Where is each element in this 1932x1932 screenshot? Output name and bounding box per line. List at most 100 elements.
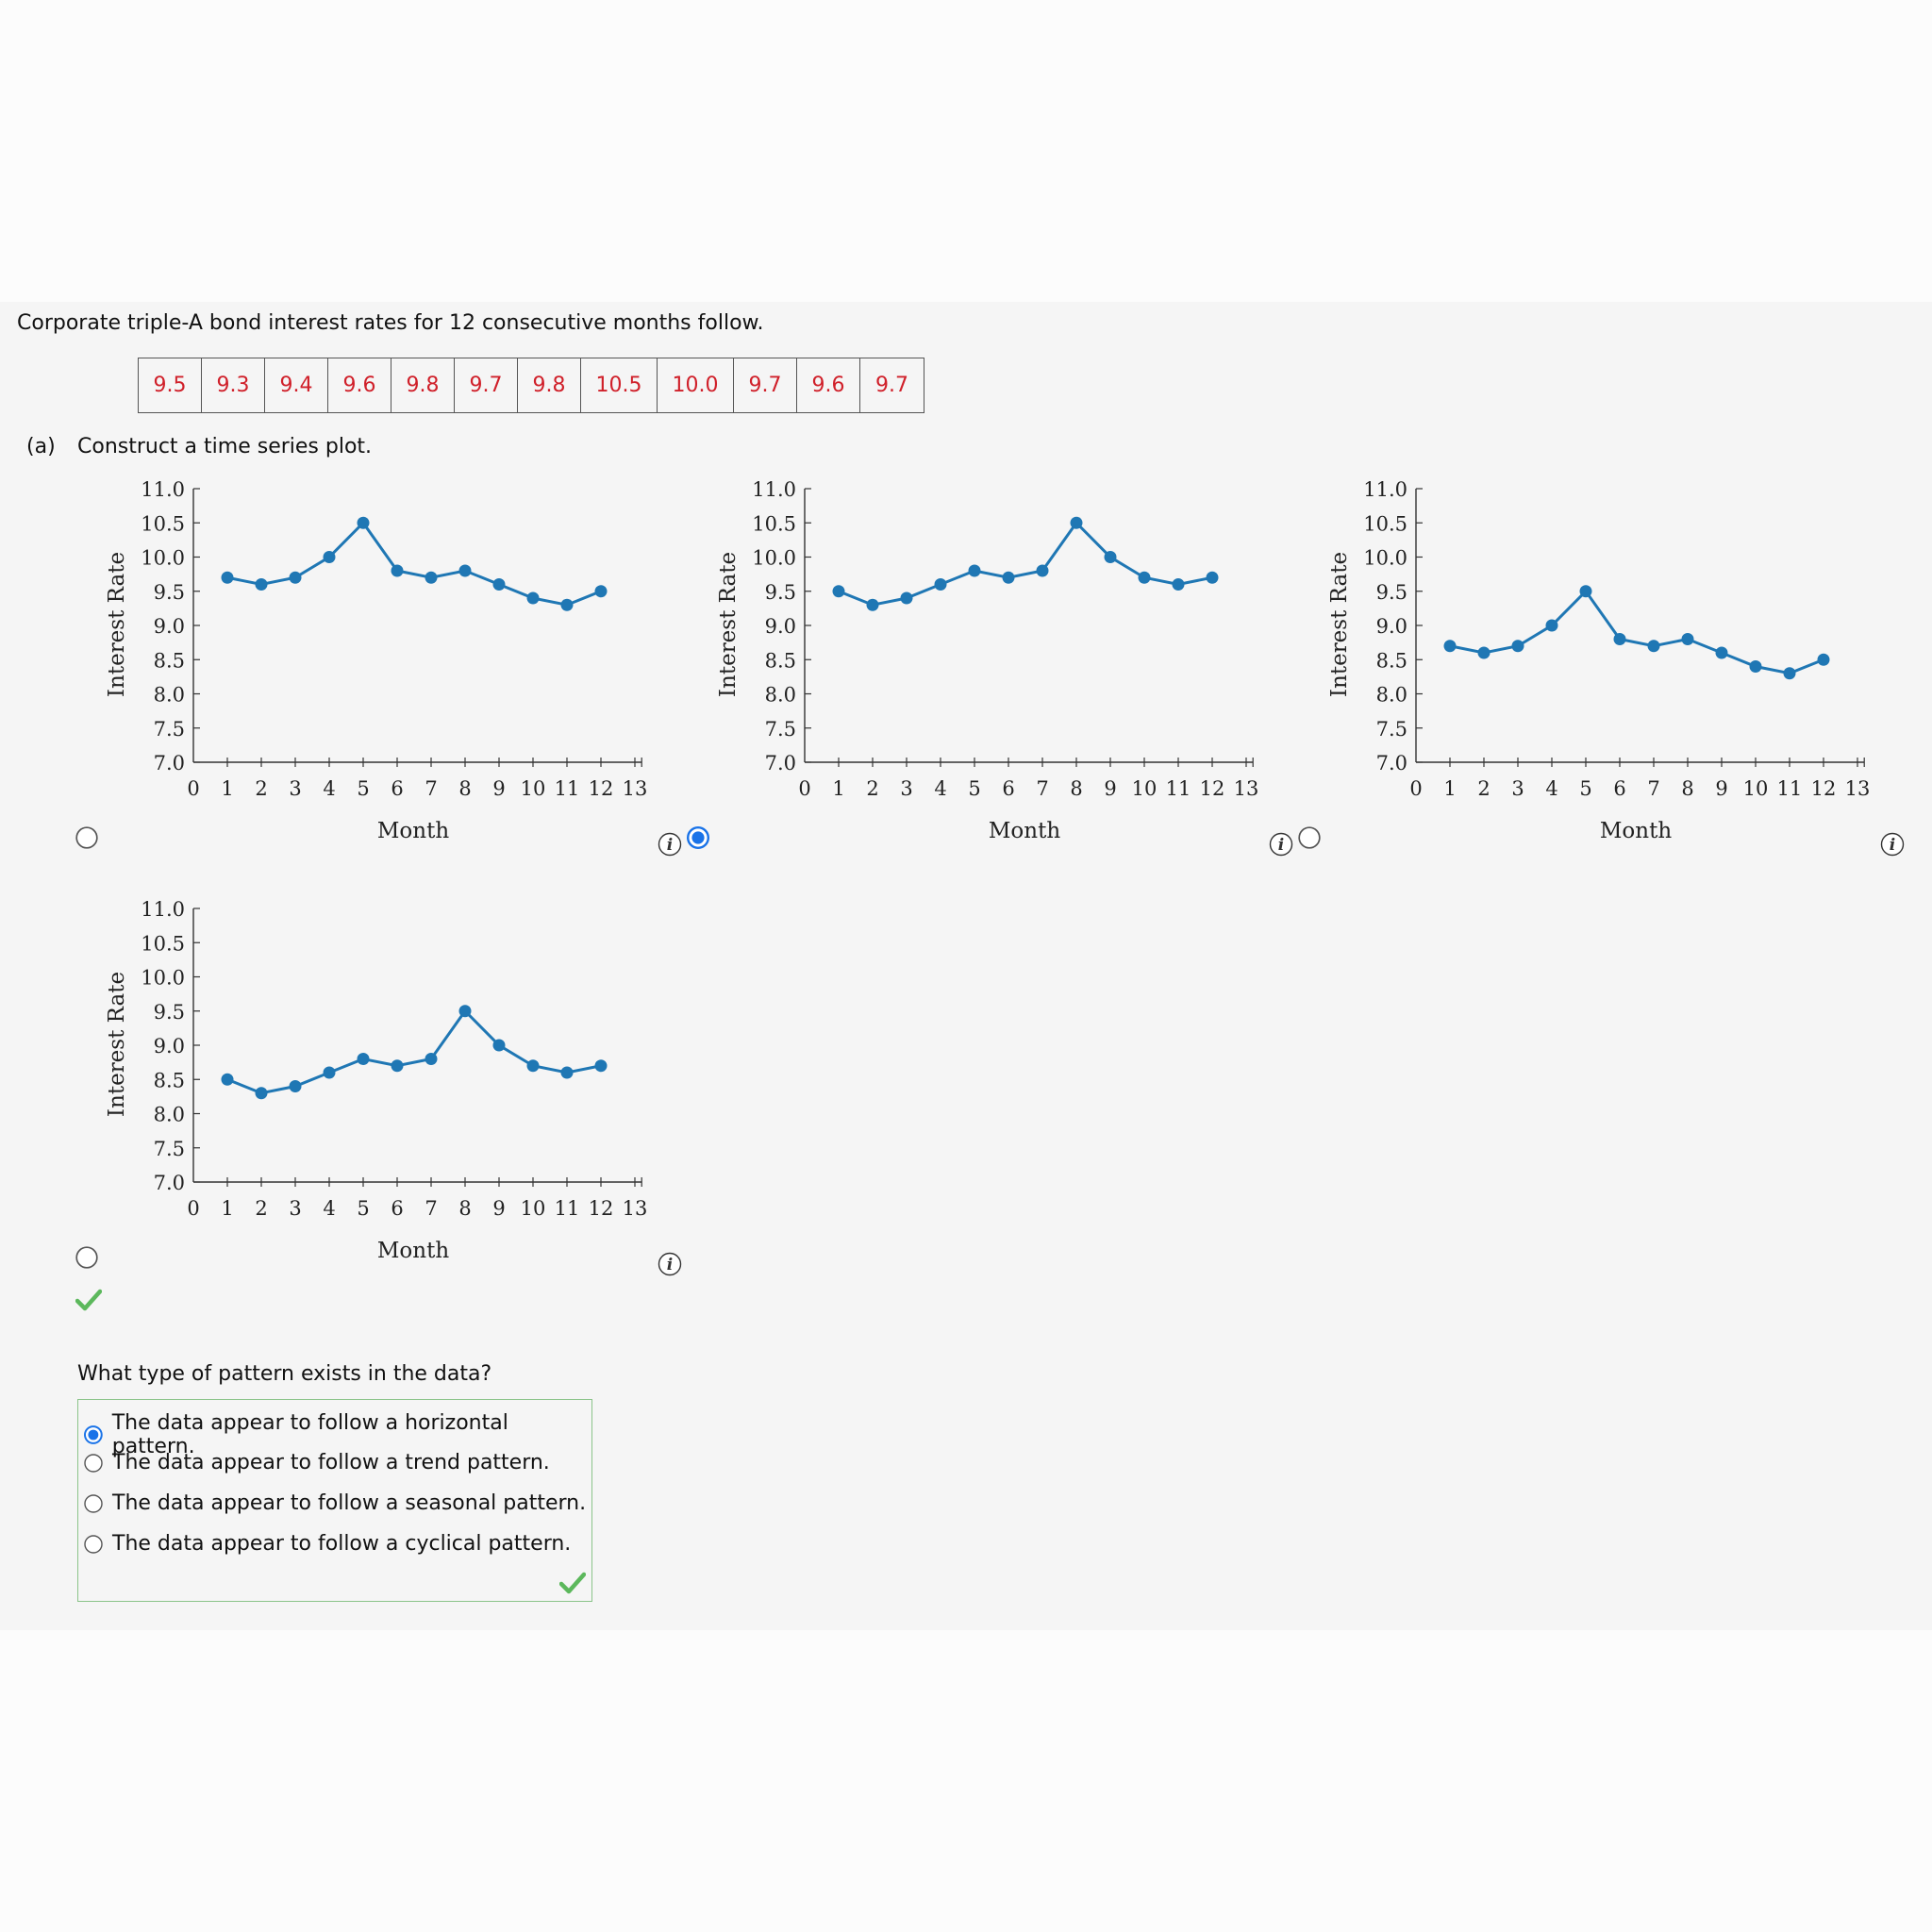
x-tick-label: 7 (1036, 777, 1048, 800)
x-tick-label: 0 (1409, 777, 1422, 800)
x-tick-label: 4 (323, 1197, 335, 1220)
pattern-option-label: The data appear to follow a seasonal pat… (112, 1491, 587, 1515)
pattern-option-radio[interactable] (84, 1425, 103, 1444)
data-point (934, 578, 947, 591)
info-icon[interactable]: i (1269, 832, 1293, 857)
data-point (866, 598, 879, 611)
series-line (1449, 589, 1824, 675)
x-tick-label: 11 (1166, 777, 1191, 800)
svg-text:i: i (1278, 836, 1284, 855)
pattern-option-radio[interactable] (84, 1493, 103, 1513)
x-tick-label: 5 (1579, 777, 1591, 800)
x-tick-label: 9 (492, 1197, 505, 1220)
x-tick-label: 0 (187, 777, 199, 800)
data-point (492, 1039, 506, 1052)
pattern-option-1[interactable]: The data appear to follow a horizontal p… (84, 1411, 591, 1458)
y-tick-label: 8.5 (154, 1069, 185, 1091)
x-tick-label: 8 (458, 777, 471, 800)
pattern-option-2[interactable]: The data appear to follow a trend patter… (84, 1451, 550, 1474)
svg-text:i: i (1890, 836, 1895, 855)
y-tick-label: 10.0 (1363, 547, 1407, 570)
plot-choice-radio-4[interactable] (75, 1246, 98, 1269)
y-tick-label: 9.5 (1376, 581, 1407, 604)
part-a-instruction: Construct a time series plot. (77, 435, 373, 458)
x-tick-label: 12 (1811, 777, 1837, 800)
y-tick-label: 7.5 (1376, 718, 1407, 741)
data-point (1749, 660, 1762, 673)
data-point (1817, 653, 1830, 666)
data-cell: 10.5 (581, 358, 658, 412)
y-tick-label: 8.5 (1376, 649, 1407, 672)
data-point (1545, 619, 1558, 632)
plot-choice-radio-3[interactable] (1298, 826, 1321, 849)
data-point (458, 1005, 472, 1018)
data-cell: 9.8 (391, 358, 455, 412)
x-tick-label: 12 (589, 1197, 614, 1220)
data-cell: 9.4 (265, 358, 328, 412)
data-point (323, 1066, 336, 1079)
data-point (1783, 667, 1796, 680)
x-tick-label: 7 (425, 777, 437, 800)
info-icon[interactable]: i (1880, 832, 1905, 857)
pattern-option-3[interactable]: The data appear to follow a seasonal pat… (84, 1491, 586, 1515)
x-tick-label: 6 (391, 777, 403, 800)
pattern-option-radio[interactable] (84, 1453, 103, 1473)
y-tick-label: 8.0 (765, 684, 796, 707)
y-tick-label: 7.0 (154, 752, 185, 774)
data-point (1443, 640, 1457, 653)
x-tick-label: 7 (425, 1197, 437, 1220)
info-icon[interactable]: i (658, 1252, 682, 1276)
x-tick-label: 5 (357, 777, 369, 800)
data-point (526, 591, 540, 605)
x-tick-label: 3 (900, 777, 912, 800)
data-point (323, 551, 336, 563)
data-point (832, 585, 845, 598)
data-point (1002, 571, 1015, 584)
x-tick-label: 13 (1234, 777, 1259, 800)
pattern-option-radio[interactable] (84, 1534, 103, 1554)
data-point (1206, 571, 1219, 584)
x-tick-label: 8 (1070, 777, 1082, 800)
pattern-question: What type of pattern exists in the data? (77, 1362, 492, 1386)
data-cell: 10.0 (658, 358, 734, 412)
data-point (1647, 640, 1660, 653)
x-tick-label: 8 (1681, 777, 1693, 800)
time-series-plot-1: 7.07.58.08.59.09.510.010.511.00 1 2 3 4 5 6 7 8 9… (105, 478, 647, 843)
x-axis-label: Month (989, 819, 1060, 843)
data-cell: 9.7 (455, 358, 518, 412)
pattern-option-4[interactable]: The data appear to follow a cyclical pat… (84, 1532, 571, 1556)
x-tick-label: 10 (1132, 777, 1158, 800)
y-tick-label: 10.5 (1363, 512, 1407, 535)
data-cell: 9.7 (734, 358, 797, 412)
x-tick-label: 6 (1002, 777, 1014, 800)
problem-intro: Corporate triple-A bond interest rates f… (17, 311, 764, 335)
time-series-plot-3: 7.07.58.08.59.09.510.010.511.00 1 2 3 4 5 6 7 8 9… (1327, 478, 1871, 843)
plot-choice-radio-2[interactable] (687, 826, 709, 849)
pattern-option-label: The data appear to follow a trend patter… (112, 1451, 550, 1474)
info-icon[interactable]: i (658, 832, 682, 857)
data-point (1036, 564, 1049, 577)
y-tick-label: 11.0 (141, 898, 185, 921)
y-tick-label: 11.0 (1363, 478, 1407, 501)
data-point (391, 1059, 404, 1073)
plot-choice-radio-1[interactable] (75, 826, 98, 849)
data-cell: 9.6 (797, 358, 860, 412)
pattern-option-label: The data appear to follow a horizontal p… (111, 1411, 508, 1458)
x-tick-label: 0 (187, 1197, 199, 1220)
question-panel (0, 302, 1932, 1630)
data-point (1477, 646, 1491, 659)
x-tick-label: 7 (1647, 777, 1659, 800)
x-tick-label: 9 (1715, 777, 1727, 800)
x-tick-label: 10 (521, 1197, 546, 1220)
series-line (838, 520, 1213, 607)
y-axis-label: Interest Rate (105, 552, 129, 697)
data-cell: 9.8 (518, 358, 581, 412)
x-tick-label: 1 (1443, 777, 1456, 800)
x-axis-label: Month (377, 819, 449, 843)
time-series-plot-2: 7.07.58.08.59.09.510.010.511.00 1 2 3 4 5 6 7 8 9… (716, 478, 1259, 843)
y-tick-label: 9.0 (1376, 615, 1407, 638)
x-tick-label: 13 (1845, 777, 1871, 800)
data-point (425, 571, 438, 584)
data-point (255, 578, 268, 591)
y-tick-label: 7.0 (154, 1172, 185, 1194)
